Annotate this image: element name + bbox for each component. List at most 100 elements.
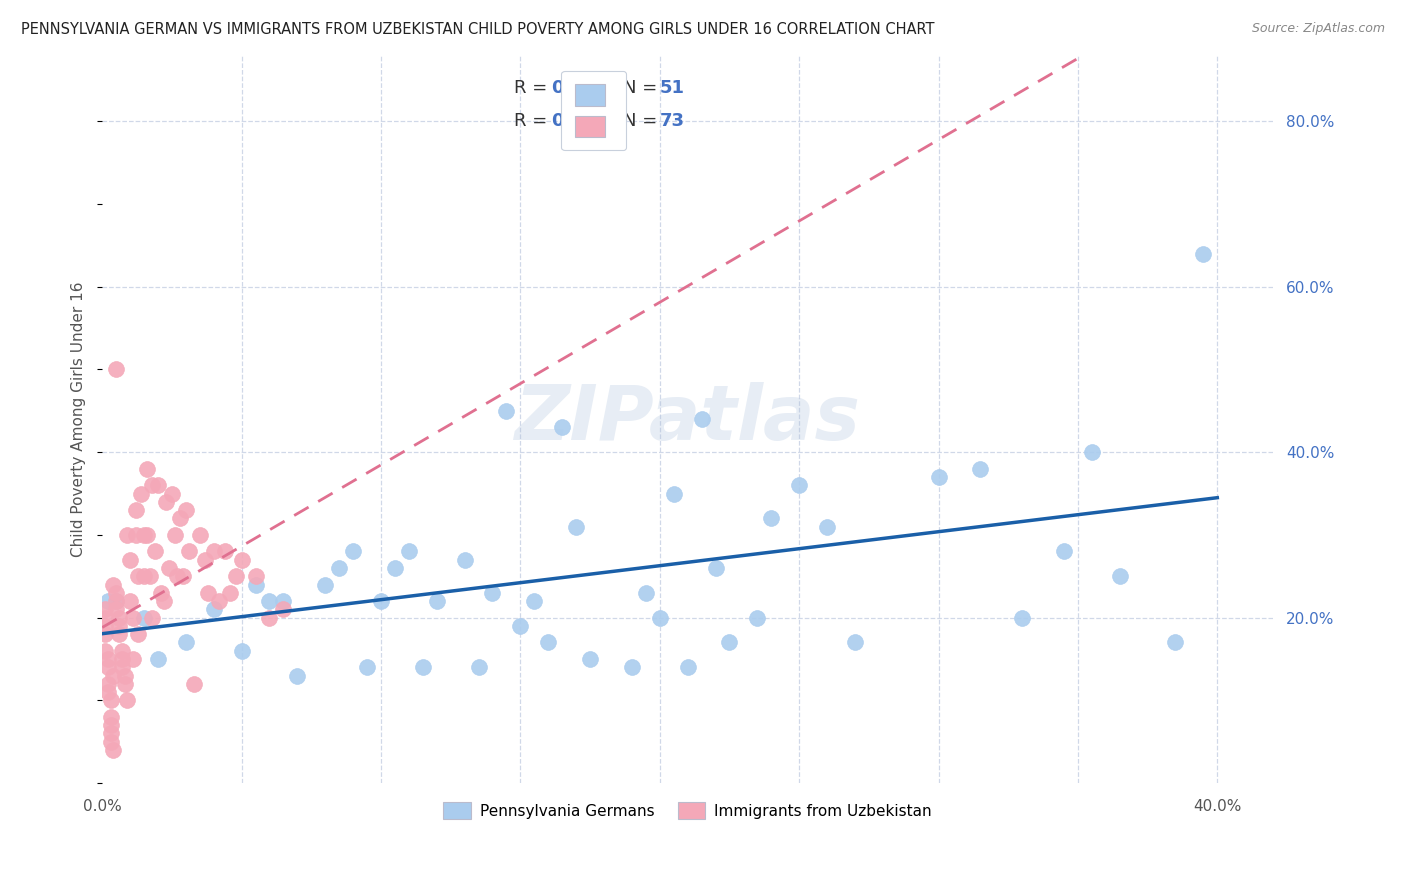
Point [551, 420, 574, 434]
Text: Source: ZipAtlas.com: Source: ZipAtlas.com [1251, 22, 1385, 36]
Point [509, 619, 531, 633]
Point [412, 660, 434, 674]
Point [398, 544, 420, 558]
Point [314, 577, 336, 591]
Point [579, 652, 602, 666]
Point [103, 743, 125, 757]
Point [122, 652, 145, 666]
Point [188, 528, 211, 542]
Point [259, 610, 281, 624]
Point [127, 627, 149, 641]
Point [219, 586, 242, 600]
Point [111, 643, 134, 657]
Point [135, 528, 157, 542]
Point [273, 602, 295, 616]
Point [94, 627, 117, 641]
Point [146, 652, 169, 666]
Point [172, 569, 194, 583]
Point [1053, 544, 1076, 558]
Point [94, 643, 117, 657]
Point [103, 668, 125, 682]
Legend: Pennsylvania Germans, Immigrants from Uzbekistan: Pennsylvania Germans, Immigrants from Uz… [436, 795, 939, 826]
Point [114, 677, 136, 691]
Point [815, 519, 838, 533]
Point [467, 660, 489, 674]
Text: 0.096: 0.096 [551, 112, 607, 129]
Point [231, 643, 253, 657]
Text: 51: 51 [659, 78, 685, 97]
Text: N =: N = [623, 112, 664, 129]
Point [202, 602, 225, 616]
Point [202, 544, 225, 558]
Point [342, 544, 364, 558]
Point [634, 586, 657, 600]
Point [141, 478, 163, 492]
Point [97, 652, 120, 666]
Point [94, 619, 117, 633]
Text: N =: N = [623, 78, 664, 97]
Point [127, 569, 149, 583]
Point [108, 627, 131, 641]
Point [97, 685, 120, 699]
Point [969, 461, 991, 475]
Point [97, 660, 120, 674]
Point [108, 610, 131, 624]
Text: R =: R = [515, 112, 554, 129]
Point [704, 561, 727, 575]
Point [285, 668, 308, 682]
Point [141, 610, 163, 624]
Point [761, 511, 783, 525]
Point [152, 594, 174, 608]
Point [928, 470, 950, 484]
Text: 0.164: 0.164 [551, 78, 607, 97]
Point [146, 478, 169, 492]
Point [208, 594, 231, 608]
Text: ZIPatlas: ZIPatlas [515, 382, 860, 456]
Point [103, 577, 125, 591]
Point [197, 586, 219, 600]
Point [129, 486, 152, 500]
Point [120, 552, 142, 566]
Point [124, 503, 146, 517]
Point [537, 635, 560, 649]
Point [1011, 610, 1033, 624]
Text: PENNSYLVANIA GERMAN VS IMMIGRANTS FROM UZBEKISTAN CHILD POVERTY AMONG GIRLS UNDE: PENNSYLVANIA GERMAN VS IMMIGRANTS FROM U… [21, 22, 935, 37]
Point [105, 594, 128, 608]
Point [111, 660, 134, 674]
Point [523, 594, 546, 608]
Point [100, 710, 122, 724]
Point [194, 552, 217, 566]
Point [124, 528, 146, 542]
Point [328, 561, 350, 575]
Point [155, 495, 177, 509]
Point [370, 594, 392, 608]
Point [149, 586, 172, 600]
Point [690, 412, 713, 426]
Point [114, 668, 136, 682]
Point [135, 461, 157, 475]
Text: 73: 73 [659, 112, 685, 129]
Point [565, 519, 588, 533]
Point [169, 511, 191, 525]
Point [273, 594, 295, 608]
Point [453, 552, 475, 566]
Point [143, 544, 166, 558]
Point [105, 362, 128, 376]
Point [174, 503, 197, 517]
Point [177, 544, 200, 558]
Point [111, 652, 134, 666]
Point [117, 528, 139, 542]
Point [100, 734, 122, 748]
Point [94, 610, 117, 624]
Point [105, 586, 128, 600]
Point [132, 528, 155, 542]
Point [183, 677, 205, 691]
Point [120, 594, 142, 608]
Point [108, 619, 131, 633]
Point [94, 602, 117, 616]
Point [787, 478, 810, 492]
Point [163, 528, 186, 542]
Y-axis label: Child Poverty Among Girls Under 16: Child Poverty Among Girls Under 16 [72, 281, 86, 557]
Point [157, 561, 180, 575]
Point [105, 594, 128, 608]
